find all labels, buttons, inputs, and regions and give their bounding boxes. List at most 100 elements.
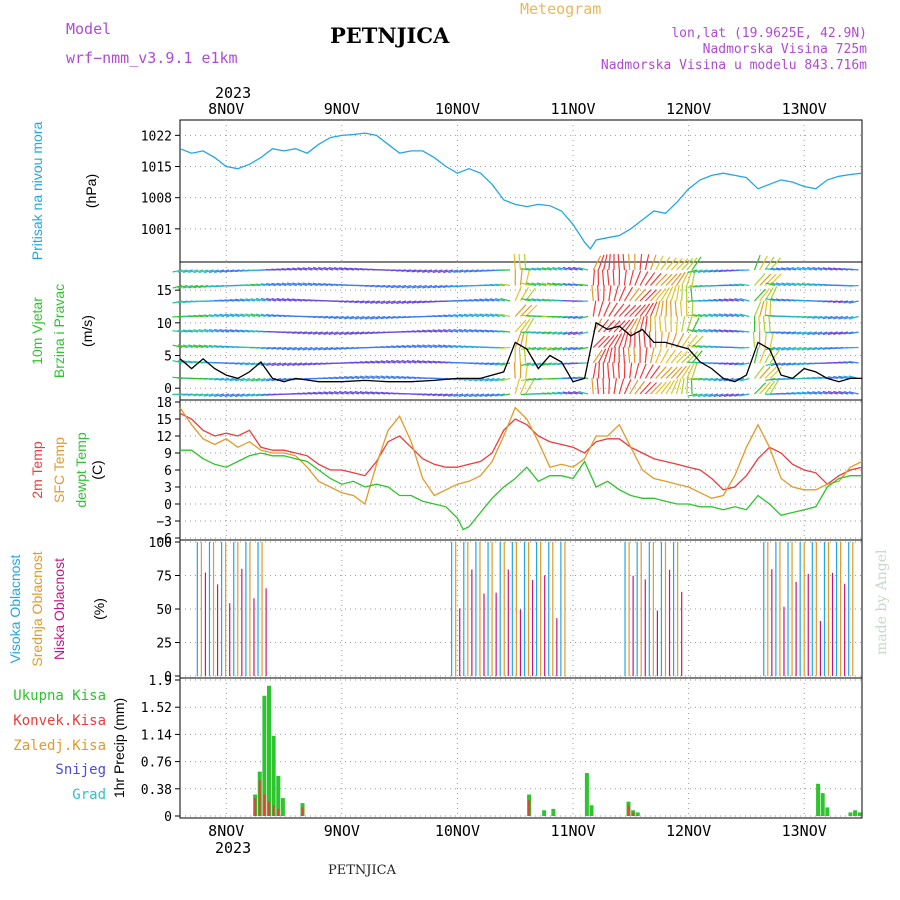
wind-arrow [665,273,678,286]
wind-arrow [827,390,838,395]
wind-arrow [546,362,557,366]
wind-arrow [519,331,525,348]
wind-arrow [494,297,505,302]
wind-arrow [458,269,469,273]
wind-arrow [650,382,663,395]
wind-arrow [437,393,448,397]
wind-arrow [328,283,339,287]
wind-arrow [286,331,297,334]
wind-arrow [557,282,568,287]
wind-arrow [531,346,542,351]
precip-bar [280,798,285,816]
wind-arrow [557,346,568,351]
wind-arrow [552,346,563,351]
wind-arrow [685,284,688,302]
wind-arrow [675,333,685,348]
wind-arrow [208,344,219,349]
wind-arrow [271,314,282,318]
wind-arrow [623,286,634,302]
cloud-ytick-label: 75 [156,570,172,585]
wind-arrow [406,344,417,349]
wind-arrow [370,391,381,395]
temperature-line-2 [180,449,862,531]
wind-arrow [203,269,214,274]
wind-arrow [427,393,438,396]
wind-arrow [219,393,230,398]
wind-arrow [536,282,547,287]
wind-arrow [411,269,422,273]
wind-arrow [401,344,412,349]
wind-arrow [613,333,623,348]
wind-arrow [359,315,370,320]
wind-arrow [193,269,204,274]
wind-arrow [396,300,407,305]
wind-arrow [271,268,282,271]
wind-arrow [198,284,209,289]
temp-ylabel-sfc: SFC Temp [51,437,67,503]
wind-arrow [406,359,417,364]
wind-arrow [665,331,670,348]
wind-arrow [406,376,417,380]
wind-arrow [541,331,552,335]
wind-arrow [312,346,323,351]
wind-arrow [375,300,386,305]
wind-arrow [764,348,774,364]
wind-arrow [822,315,833,320]
wind-arrow [786,362,797,366]
wind-arrow [416,360,427,364]
wind-arrow [385,300,396,305]
wind-arrow [458,328,469,333]
wind-arrow [687,328,698,333]
wind-arrow [281,268,292,271]
wind-arrow [474,329,485,333]
wind-arrow [613,378,618,395]
wind-arrow [297,298,308,302]
precip-legend-item: Ukupna Kisa [13,688,106,704]
wind-arrow [759,300,765,317]
wind-arrow [489,377,500,382]
wind-arrow [759,347,767,364]
wind-arrow [770,331,781,334]
wind-arrow [623,331,629,348]
wind-arrow [344,331,355,336]
wind-arrow [172,344,183,349]
wind-arrow [759,273,772,286]
wind-arrow [442,314,453,318]
wind-arrow [338,300,349,303]
wind-arrow [703,269,714,273]
precip-bar [276,775,281,816]
wind-arrow [229,298,240,302]
wind-arrow [591,378,594,395]
wind-arrow [822,390,833,395]
wind-arrow [245,329,256,333]
wind-arrow [780,331,792,335]
wind-arrow [639,363,647,379]
wind-arrow [411,344,422,349]
wind-arrow [658,316,662,333]
wind-arrow [603,334,615,348]
wind-arrow [234,269,245,273]
wind-arrow [786,331,797,335]
wind-arrow [692,328,703,333]
wind-arrow [739,377,750,382]
wind-arrow [786,282,797,287]
wind-arrow [801,346,812,351]
wind-arrow [807,266,818,271]
wind-arrow [786,392,797,395]
wind-arrow [827,267,838,271]
wind-arrow [286,267,297,271]
wind-arrow [513,362,516,379]
wind-arrow [718,329,729,333]
wind-arrow [255,313,266,318]
wind-arrow [691,350,703,364]
wind-arrow [416,269,427,273]
wind-arrow [827,331,838,336]
wind-arrow [523,347,527,364]
wind-arrow [370,300,381,304]
wind-arrow [484,377,495,382]
wind-arrow [380,391,391,395]
wind-arrow [411,284,422,289]
wind-arrow [838,390,849,395]
wind-arrow [786,267,797,271]
wind-arrow [639,271,649,286]
